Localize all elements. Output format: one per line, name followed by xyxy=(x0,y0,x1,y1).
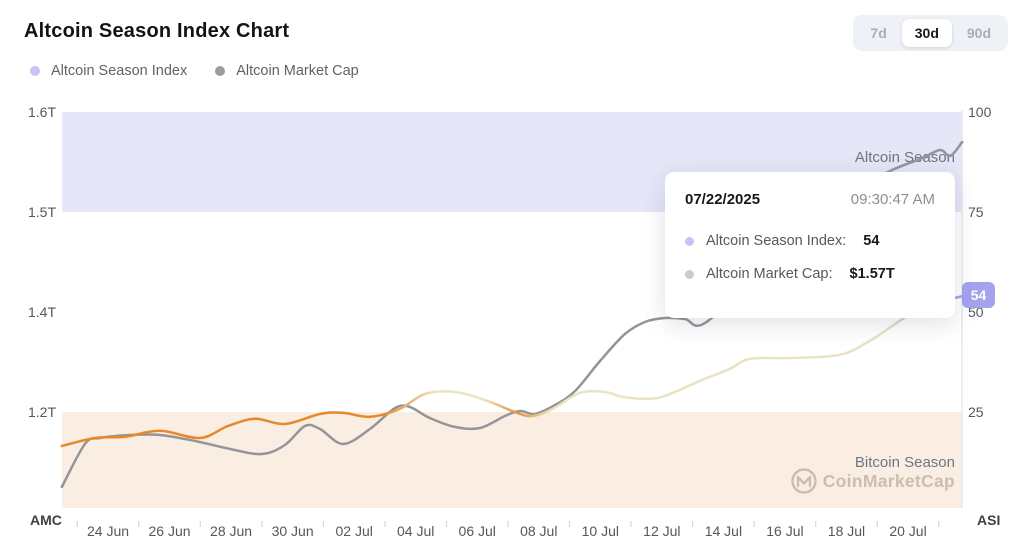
zone-band-bitcoin xyxy=(62,412,962,508)
tooltip-time: 09:30:47 AM xyxy=(850,191,935,208)
x-axis-tick-label: 18 Jul xyxy=(827,523,866,539)
right-axis-tick-label: 75 xyxy=(968,204,984,220)
x-axis-tick-label: 10 Jul xyxy=(581,523,619,539)
bitcoin-season-zone-label: Bitcoin Season xyxy=(855,454,955,471)
legend-label: Altcoin Season Index xyxy=(51,63,188,79)
x-axis-tick-label: 26 Jun xyxy=(148,523,191,539)
legend-dot-purple xyxy=(30,66,40,76)
right-axis-title: ASI xyxy=(977,512,1001,528)
current-asi-value-badge: 54 xyxy=(962,282,995,308)
legend-dot-gray xyxy=(215,66,226,76)
right-axis-tick-label: 50 xyxy=(968,304,984,320)
right-axis-tick-label: 25 xyxy=(968,404,984,420)
coinmarketcap-watermark: CoinMarketCap xyxy=(823,471,955,491)
tooltip-header: 07/22/2025 09:30:47 AM xyxy=(685,191,935,208)
legend-item-altcoin-market-cap: Altcoin Market Cap xyxy=(215,63,359,79)
tooltip-dot-gray xyxy=(685,269,694,279)
tooltip-row-label: Altcoin Market Cap: xyxy=(706,266,833,282)
tooltip-row-altcoin-season-index: Altcoin Season Index: 54 xyxy=(685,233,935,249)
left-axis-tick-label: 1.6T xyxy=(28,104,57,120)
legend: Altcoin Season Index Altcoin Market Cap xyxy=(30,63,359,79)
x-axis-tick-label: 02 Jul xyxy=(335,523,373,539)
x-axis-tick-label: 06 Jul xyxy=(458,523,496,539)
tooltip-row-value: $1.57T xyxy=(849,266,895,282)
right-axis-tick-label: 100 xyxy=(968,104,992,120)
range-selector: 7d 30d 90d xyxy=(853,15,1008,51)
range-button-90d[interactable]: 90d xyxy=(954,19,1004,47)
x-axis-tick-label: 12 Jul xyxy=(643,523,681,539)
x-axis-tick-label: 14 Jul xyxy=(704,523,743,539)
x-axis-tick-label: 30 Jun xyxy=(271,523,314,539)
left-axis-tick-label: 1.2T xyxy=(28,404,57,420)
page-title: Altcoin Season Index Chart xyxy=(24,20,290,42)
tooltip-dot-purple xyxy=(685,236,694,246)
x-axis-tick-label: 28 Jun xyxy=(210,523,253,539)
tooltip-row-value: 54 xyxy=(863,233,880,249)
x-axis-tick-label: 16 Jul xyxy=(766,523,804,539)
range-button-7d[interactable]: 7d xyxy=(857,19,899,47)
tooltip-date: 07/22/2025 xyxy=(685,191,761,208)
coinmarketcap-logo-icon xyxy=(791,468,817,494)
tooltip-row-label: Altcoin Season Index: xyxy=(706,233,847,249)
chart-tooltip: 07/22/2025 09:30:47 AM Altcoin Season In… xyxy=(665,172,955,318)
x-axis-tick-label: 20 Jul xyxy=(889,523,927,539)
left-axis-tick-label: 1.5T xyxy=(28,204,57,220)
tooltip-row-altcoin-market-cap: Altcoin Market Cap: $1.57T xyxy=(685,266,935,282)
x-axis-tick-label: 08 Jul xyxy=(520,523,558,539)
x-axis-tick-label: 24 Jun xyxy=(86,523,130,539)
left-axis-title: AMC xyxy=(30,512,62,528)
legend-item-altcoin-season-index: Altcoin Season Index xyxy=(30,63,187,79)
x-axis-tick-label: 04 Jul xyxy=(397,523,435,539)
legend-label: Altcoin Market Cap xyxy=(236,63,359,79)
left-axis-tick-label: 1.4T xyxy=(28,304,57,320)
range-button-30d[interactable]: 30d xyxy=(901,19,952,47)
series-line-altcoin-season-index xyxy=(60,294,965,448)
